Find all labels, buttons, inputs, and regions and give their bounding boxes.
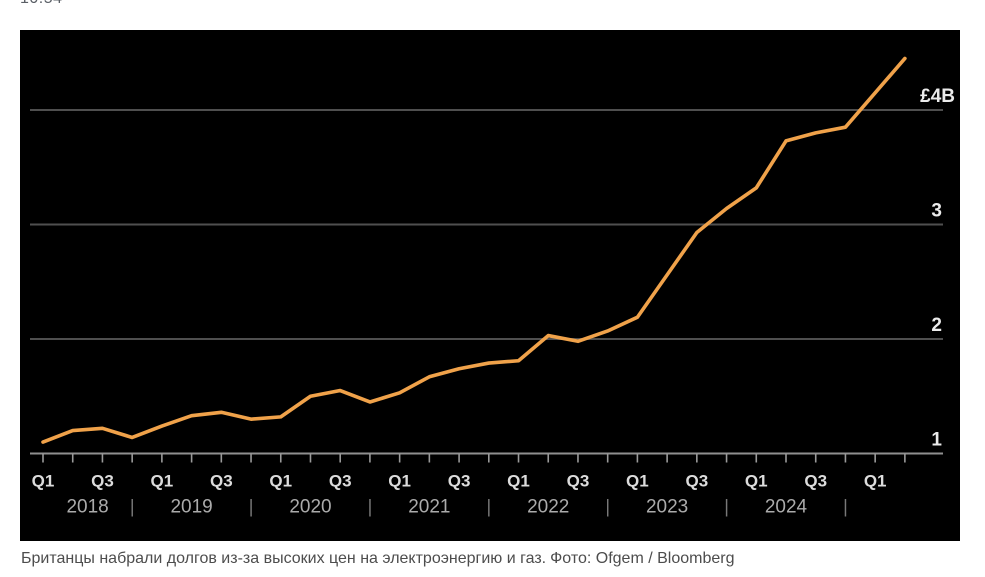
year-label: 2019: [170, 497, 212, 518]
quarter-label: Q1: [32, 472, 55, 491]
quarter-label: Q3: [91, 472, 114, 491]
year-label: 2021: [408, 497, 450, 518]
year-separator: |: [368, 497, 373, 517]
year-label: 2022: [527, 497, 569, 518]
quarter-label: Q3: [567, 472, 590, 491]
year-separator: |: [724, 497, 729, 517]
year-separator: |: [249, 497, 254, 517]
energy-debt-chart: Q1 Q3 Q1 Q3 Q1 Q3 Q1 Q3 Q1 Q3 Q1 Q3 Q1 Q3 Q1 | | | | | | | 201…: [30, 56, 955, 518]
chart-panel: Q1 Q3 Q1 Q3 Q1 Q3 Q1 Q3 Q1 Q3 Q1 Q3 Q1 Q3 Q1 | | | | | | | 201…: [20, 30, 960, 541]
quarter-label: Q1: [507, 472, 530, 491]
quarter-label: Q1: [151, 472, 174, 491]
quarter-label: Q3: [685, 472, 708, 491]
quarter-label: Q3: [804, 472, 827, 491]
year-separator: |: [605, 497, 610, 517]
quarter-label: Q1: [269, 472, 292, 491]
quarter-label: Q1: [864, 472, 887, 491]
quarter-label: Q3: [329, 472, 352, 491]
year-label: 2023: [646, 497, 688, 518]
clipped-timestamp: 10:54: [20, 0, 63, 9]
y-axis-label: 3: [931, 201, 942, 222]
chart-caption: Британцы набрали долгов из-за высоких це…: [21, 548, 961, 569]
quarter-label: Q1: [745, 472, 768, 491]
year-label: 2020: [289, 497, 331, 518]
year-separator: |: [843, 497, 848, 517]
y-axis-label: £4B: [920, 86, 955, 107]
year-label: 2018: [66, 497, 108, 518]
y-axis-label: 2: [931, 315, 942, 336]
energy-debt-line: [41, 56, 907, 444]
year-label: 2024: [765, 497, 808, 518]
caption-text: Британцы набрали долгов из-за высоких це…: [21, 550, 547, 567]
quarter-label: Q1: [626, 472, 649, 491]
quarter-label: Q1: [388, 472, 411, 491]
caption-credit: Фото: Ofgem / Bloomberg: [550, 550, 735, 567]
y-axis-label: 1: [931, 430, 942, 451]
quarter-label: Q3: [210, 472, 233, 491]
quarter-label: Q3: [448, 472, 471, 491]
year-separator: |: [130, 497, 135, 517]
year-separator: |: [486, 497, 491, 517]
